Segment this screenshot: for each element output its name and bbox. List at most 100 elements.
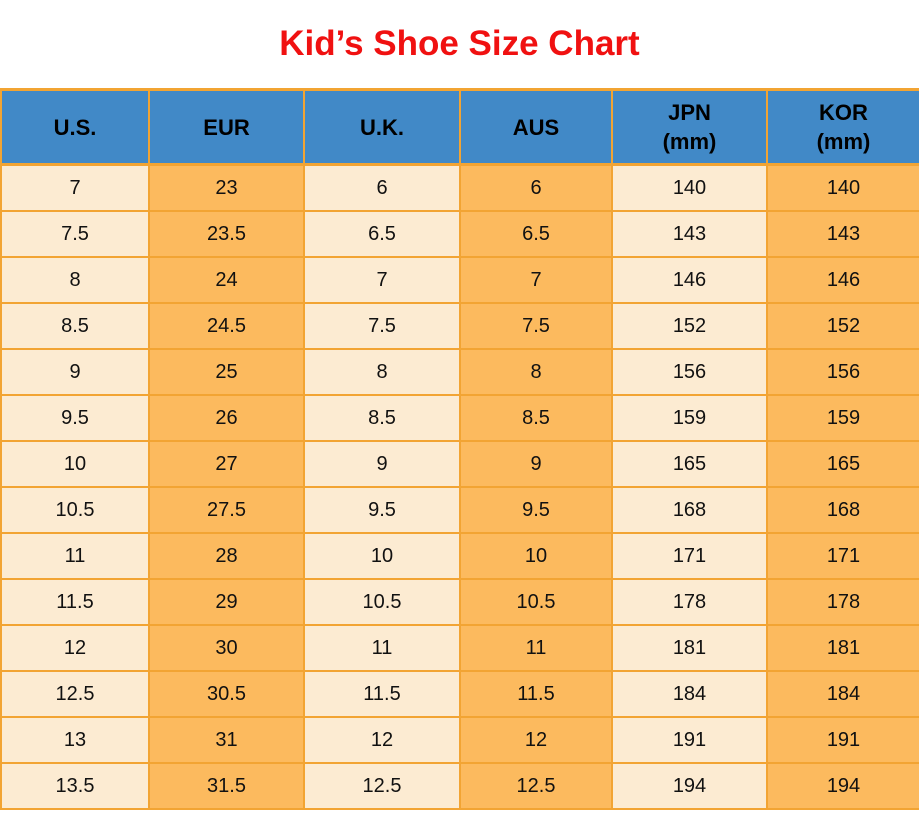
cell-uk: 9.5 [303, 486, 461, 534]
cell-uk: 11.5 [303, 670, 461, 718]
cell-us: 11.5 [0, 578, 150, 626]
cell-kor: 146 [766, 256, 919, 304]
cell-jpn: 156 [611, 348, 768, 396]
cell-eur: 23 [148, 163, 305, 212]
cell-uk: 9 [303, 440, 461, 488]
cell-eur: 31.5 [148, 762, 305, 810]
page-title: Kid’s Shoe Size Chart [279, 24, 640, 63]
table-row: 11.5 29 10.5 10.5 178 178 [0, 578, 919, 626]
table-row: 10 27 9 9 165 165 [0, 440, 919, 488]
cell-jpn: 168 [611, 486, 768, 534]
cell-kor: 181 [766, 624, 919, 672]
cell-kor: 191 [766, 716, 919, 764]
cell-jpn: 194 [611, 762, 768, 810]
cell-kor: 143 [766, 210, 919, 258]
table-row: 9.5 26 8.5 8.5 159 159 [0, 394, 919, 442]
cell-uk: 10.5 [303, 578, 461, 626]
cell-us: 9.5 [0, 394, 150, 442]
header-line: JPN [668, 100, 711, 125]
cell-jpn: 140 [611, 163, 768, 212]
cell-kor: 184 [766, 670, 919, 718]
cell-aus: 11 [459, 624, 613, 672]
cell-aus: 10 [459, 532, 613, 580]
cell-eur: 29 [148, 578, 305, 626]
cell-us: 12.5 [0, 670, 150, 718]
cell-us: 8 [0, 256, 150, 304]
cell-us: 13 [0, 716, 150, 764]
table-row: 8.5 24.5 7.5 7.5 152 152 [0, 302, 919, 350]
cell-aus: 11.5 [459, 670, 613, 718]
cell-us: 8.5 [0, 302, 150, 350]
cell-jpn: 152 [611, 302, 768, 350]
cell-kor: 165 [766, 440, 919, 488]
table-row: 8 24 7 7 146 146 [0, 256, 919, 304]
header-line: U.K. [360, 114, 404, 140]
column-header-uk: U.K. [303, 88, 461, 166]
cell-eur: 31 [148, 716, 305, 764]
header-row: U.S. EUR U.K. AUS JPN (mm) KOR (mm) [0, 88, 919, 166]
column-header-us: U.S. [0, 88, 150, 166]
table-row: 12.5 30.5 11.5 11.5 184 184 [0, 670, 919, 718]
cell-us: 10.5 [0, 486, 150, 534]
cell-aus: 6.5 [459, 210, 613, 258]
cell-aus: 8.5 [459, 394, 613, 442]
header-line: EUR [203, 114, 250, 140]
cell-kor: 156 [766, 348, 919, 396]
cell-jpn: 159 [611, 394, 768, 442]
title-bar: Kid’s Shoe Size Chart [0, 0, 919, 88]
cell-eur: 28 [148, 532, 305, 580]
cell-us: 10 [0, 440, 150, 488]
cell-jpn: 178 [611, 578, 768, 626]
table-row: 13.5 31.5 12.5 12.5 194 194 [0, 762, 919, 810]
column-header-aus: AUS [459, 88, 613, 166]
cell-uk: 8 [303, 348, 461, 396]
table-row: 9 25 8 8 156 156 [0, 348, 919, 396]
cell-aus: 10.5 [459, 578, 613, 626]
cell-jpn: 146 [611, 256, 768, 304]
cell-kor: 152 [766, 302, 919, 350]
cell-jpn: 165 [611, 440, 768, 488]
cell-uk: 7 [303, 256, 461, 304]
cell-aus: 6 [459, 163, 613, 212]
table-row: 7.5 23.5 6.5 6.5 143 143 [0, 210, 919, 258]
cell-jpn: 191 [611, 716, 768, 764]
cell-aus: 9 [459, 440, 613, 488]
cell-eur: 26 [148, 394, 305, 442]
size-chart-table: U.S. EUR U.K. AUS JPN (mm) KOR (mm) 7 23 6 6 140 140… [0, 88, 919, 810]
cell-kor: 171 [766, 532, 919, 580]
column-header-jpn: JPN (mm) [611, 88, 768, 166]
table-row: 13 31 12 12 191 191 [0, 716, 919, 764]
cell-eur: 23.5 [148, 210, 305, 258]
cell-aus: 12.5 [459, 762, 613, 810]
cell-uk: 12.5 [303, 762, 461, 810]
table-row: 11 28 10 10 171 171 [0, 532, 919, 580]
column-header-kor: KOR (mm) [766, 88, 919, 166]
cell-eur: 24 [148, 256, 305, 304]
cell-uk: 6.5 [303, 210, 461, 258]
table-row: 7 23 6 6 140 140 [0, 163, 919, 212]
header-line: (mm) [816, 129, 871, 154]
cell-uk: 8.5 [303, 394, 461, 442]
cell-eur: 30 [148, 624, 305, 672]
cell-aus: 9.5 [459, 486, 613, 534]
cell-us: 7.5 [0, 210, 150, 258]
cell-kor: 140 [766, 163, 919, 212]
cell-kor: 168 [766, 486, 919, 534]
cell-aus: 7 [459, 256, 613, 304]
cell-uk: 11 [303, 624, 461, 672]
cell-us: 11 [0, 532, 150, 580]
cell-kor: 159 [766, 394, 919, 442]
cell-aus: 12 [459, 716, 613, 764]
cell-aus: 7.5 [459, 302, 613, 350]
cell-kor: 194 [766, 762, 919, 810]
table-body: 7 23 6 6 140 140 7.5 23.5 6.5 6.5 143 143 8 24 7 7 146 14… [0, 163, 919, 810]
cell-jpn: 143 [611, 210, 768, 258]
cell-eur: 27.5 [148, 486, 305, 534]
cell-eur: 24.5 [148, 302, 305, 350]
column-header-eur: EUR [148, 88, 305, 166]
cell-uk: 12 [303, 716, 461, 764]
table-row: 12 30 11 11 181 181 [0, 624, 919, 672]
header-line: AUS [512, 114, 560, 140]
cell-jpn: 181 [611, 624, 768, 672]
header-line: KOR [819, 100, 868, 125]
